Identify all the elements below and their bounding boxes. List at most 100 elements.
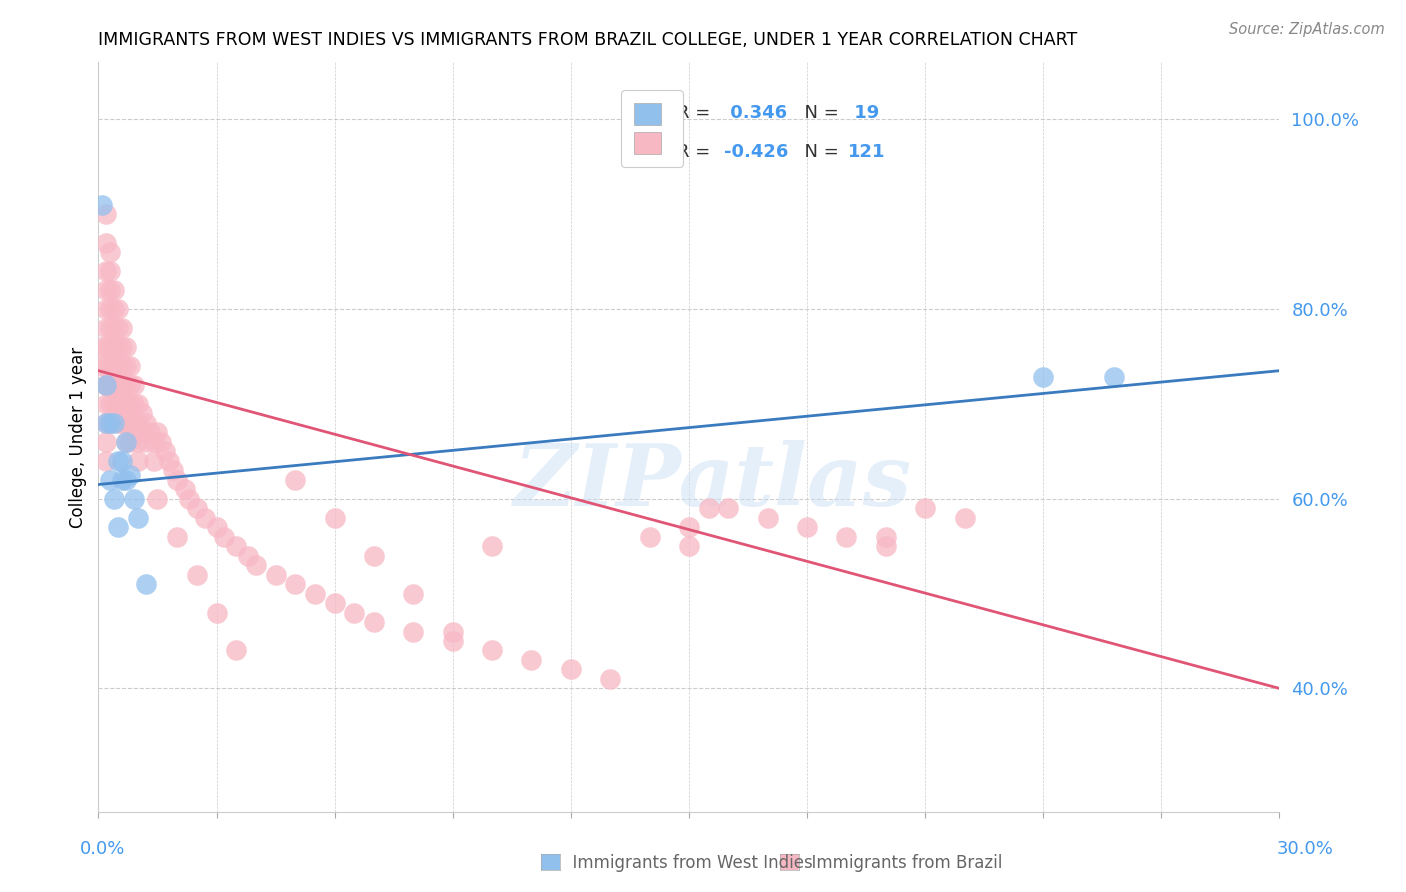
Point (122, 416, 145, 430)
Point (96, 359, 118, 373)
Point (118, 416, 141, 430)
Point (111, 359, 134, 373)
Point (323, 510, 346, 524)
Point (111, 397, 134, 411)
Point (205, 520, 228, 534)
Point (118, 397, 141, 411)
Text: N =: N = (793, 103, 845, 121)
Point (835, 530, 858, 544)
Point (402, 586, 425, 600)
Point (98, 416, 121, 430)
Point (284, 577, 307, 591)
Point (756, 510, 779, 524)
Point (103, 416, 125, 430)
Point (122, 378, 145, 392)
Point (953, 510, 976, 524)
Point (118, 434, 141, 449)
Text: R =: R = (678, 103, 716, 121)
Point (1032, 370, 1054, 384)
Point (98, 473, 121, 487)
Point (103, 397, 125, 411)
Text: Source: ZipAtlas.com: Source: ZipAtlas.com (1229, 22, 1385, 37)
Point (127, 510, 149, 524)
Point (107, 397, 129, 411)
Point (103, 340, 125, 354)
Point (323, 596, 346, 610)
Point (131, 406, 153, 420)
Text: R =: R = (678, 144, 716, 161)
Point (107, 301, 129, 316)
Point (115, 359, 138, 373)
Point (111, 454, 134, 468)
Point (638, 530, 661, 544)
Text: 121: 121 (848, 144, 886, 161)
Point (103, 283, 125, 297)
Point (98, 416, 121, 430)
Point (481, 539, 503, 553)
Point (166, 530, 188, 544)
Point (111, 340, 134, 354)
Point (214, 530, 236, 544)
Point (245, 558, 267, 573)
Legend: , : , (621, 90, 682, 167)
Point (343, 606, 366, 620)
Point (717, 501, 740, 516)
Point (115, 473, 138, 487)
Point (115, 434, 138, 449)
Point (111, 378, 134, 392)
Point (96, 264, 118, 278)
Point (441, 634, 464, 648)
Text: -0.426: -0.426 (724, 144, 789, 161)
Point (142, 434, 165, 449)
Point (96, 235, 118, 250)
Point (135, 577, 157, 591)
Point (103, 491, 125, 506)
Point (162, 463, 184, 477)
Point (122, 397, 145, 411)
Point (135, 434, 157, 449)
Text: N =: N = (793, 144, 845, 161)
Text: Immigrants from West Indies: Immigrants from West Indies (562, 855, 813, 872)
Point (96, 207, 118, 221)
Point (98, 321, 121, 335)
Point (96, 416, 118, 430)
Point (150, 434, 173, 449)
Point (96, 416, 118, 430)
Point (225, 643, 247, 657)
Text: Immigrants from Brazil: Immigrants from Brazil (801, 855, 1002, 872)
Point (194, 510, 217, 524)
Point (96, 321, 118, 335)
Point (796, 520, 818, 534)
Point (363, 615, 385, 629)
Point (96, 378, 118, 392)
Point (402, 624, 425, 639)
Point (96, 378, 118, 392)
Point (138, 425, 160, 440)
Point (103, 321, 125, 335)
Point (111, 416, 134, 430)
Point (875, 539, 897, 553)
Point (98, 397, 121, 411)
Point (131, 425, 153, 440)
Point (115, 434, 138, 449)
Point (146, 491, 169, 506)
Point (107, 340, 129, 354)
Point (697, 501, 720, 516)
Point (284, 473, 307, 487)
Point (98, 340, 121, 354)
Point (142, 454, 165, 468)
Point (91, 359, 114, 373)
Point (98, 283, 121, 297)
Point (560, 663, 582, 677)
Point (481, 643, 503, 657)
Point (127, 416, 149, 430)
Point (118, 468, 141, 483)
Point (1102, 370, 1125, 384)
Point (98, 359, 121, 373)
Text: 0.0%: 0.0% (80, 840, 125, 858)
Point (107, 416, 129, 430)
Point (98, 245, 121, 260)
Text: ZIPatlas: ZIPatlas (513, 441, 911, 524)
Point (146, 425, 169, 440)
Y-axis label: College, Under 1 year: College, Under 1 year (69, 346, 87, 528)
